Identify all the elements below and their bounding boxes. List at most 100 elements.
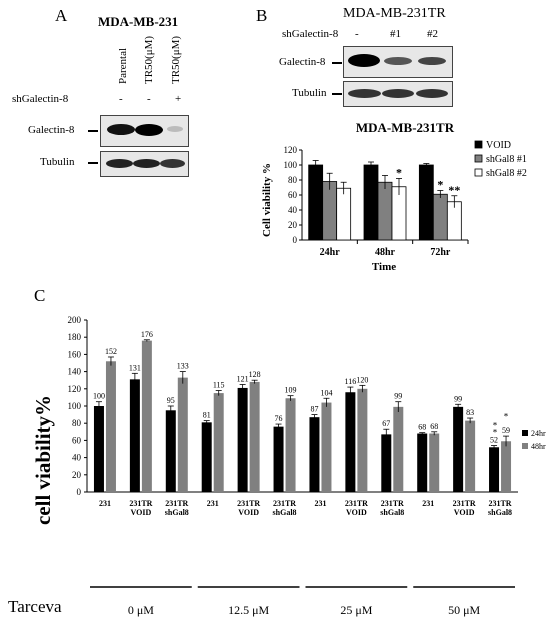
y-tick-label: 20 bbox=[288, 220, 298, 230]
legend-label: shGal8 #2 bbox=[486, 168, 527, 179]
y-tick-label: 100 bbox=[68, 401, 82, 411]
x-tick-label: shGal8 bbox=[380, 508, 404, 517]
x-tick-label: 231TR bbox=[453, 499, 476, 508]
data-label: 67 bbox=[382, 419, 390, 428]
bar bbox=[308, 164, 324, 241]
bar bbox=[165, 410, 176, 492]
x-tick-label: shGal8 bbox=[165, 508, 189, 517]
bar bbox=[377, 181, 393, 241]
band bbox=[106, 159, 133, 168]
bar bbox=[129, 379, 140, 492]
panel-b-sh-mark-1: - bbox=[355, 28, 359, 40]
bar bbox=[322, 181, 338, 241]
y-tick-label: 180 bbox=[68, 332, 82, 342]
x-tick-label: 231TR bbox=[488, 499, 511, 508]
panel-a-sh-mark-3: + bbox=[175, 93, 182, 105]
bar bbox=[465, 420, 476, 492]
panel-a-blot1-tick bbox=[88, 130, 98, 132]
x-tick-label: 231TR bbox=[345, 499, 368, 508]
panel-b-chart: MDA-MB-231TR Cell viability % Time 0 20 40… bbox=[261, 120, 527, 273]
significance-mark: * bbox=[504, 411, 509, 421]
x-tick-label: 231 bbox=[314, 499, 326, 508]
data-label: 133 bbox=[177, 362, 189, 371]
bar bbox=[93, 406, 104, 492]
bar bbox=[453, 406, 464, 492]
panel-a-blot1 bbox=[100, 115, 189, 147]
panel-a-blot2-label: Tubulin bbox=[40, 156, 75, 168]
x-tick-label: 231 bbox=[99, 499, 111, 508]
panel-b-chart-xlabel: Time bbox=[372, 261, 396, 273]
bar bbox=[417, 433, 428, 492]
legend-label: 48hr bbox=[531, 442, 546, 451]
bar bbox=[213, 393, 224, 492]
data-label: 100 bbox=[93, 392, 105, 401]
bar bbox=[363, 164, 379, 241]
panel-c-chart: cell viability% Tarceva 0204060801001201… bbox=[8, 315, 546, 617]
data-label: 176 bbox=[141, 330, 153, 339]
data-label: 109 bbox=[285, 386, 297, 395]
x-tick-label: 231TR bbox=[273, 499, 296, 508]
significance-mark: ** bbox=[448, 183, 460, 197]
band bbox=[133, 159, 160, 168]
legend-swatch bbox=[474, 140, 483, 149]
panel-b-cell-line: MDA-MB-231TR bbox=[343, 6, 446, 21]
band bbox=[167, 126, 183, 132]
panel-c-letter: C bbox=[34, 286, 46, 305]
panel-a-sh-mark-2: - bbox=[147, 93, 151, 105]
x-tick-label: 231 bbox=[207, 499, 219, 508]
significance-mark: * bbox=[396, 166, 402, 180]
panel-b-chart-ylabel: Cell viability % bbox=[261, 163, 273, 237]
band bbox=[348, 89, 381, 98]
band bbox=[382, 89, 414, 98]
x-tick-label: 231TR bbox=[237, 499, 260, 508]
panel-a-cell-line: MDA-MB-231 bbox=[98, 14, 179, 29]
bar bbox=[501, 441, 512, 492]
y-tick-label: 160 bbox=[68, 349, 82, 359]
panel-a-blot1-label: Galectin-8 bbox=[28, 124, 75, 136]
band bbox=[416, 89, 448, 98]
significance-mark: * bbox=[437, 178, 443, 192]
panel-b-blot1-label: Galectin-8 bbox=[279, 56, 326, 68]
data-label: 87 bbox=[310, 405, 318, 414]
panel-b-chart-title: MDA-MB-231TR bbox=[356, 120, 455, 135]
group-label: 25 μM bbox=[340, 603, 372, 617]
bar bbox=[105, 361, 116, 492]
panel-a-letter: A bbox=[55, 6, 68, 25]
x-tick-label: 231 bbox=[422, 499, 434, 508]
x-tick-label: 72hr bbox=[430, 247, 451, 258]
y-tick-label: 80 bbox=[72, 418, 82, 428]
panel-a-lane-3: TR50(μM) bbox=[170, 35, 182, 84]
y-tick-label: 60 bbox=[288, 190, 298, 200]
group-label: 50 μM bbox=[448, 603, 480, 617]
x-tick-label: VOID bbox=[238, 508, 259, 517]
panel-a-blot2 bbox=[100, 151, 189, 177]
panel-b-sh-label: shGalectin-8 bbox=[282, 28, 339, 40]
group-label: 0 μM bbox=[128, 603, 154, 617]
bar bbox=[336, 187, 352, 241]
data-label: 128 bbox=[249, 370, 261, 379]
y-tick-label: 120 bbox=[284, 145, 298, 155]
bar bbox=[345, 392, 356, 492]
y-tick-label: 40 bbox=[72, 453, 82, 463]
bar bbox=[237, 387, 248, 492]
significance-mark: * bbox=[493, 420, 498, 430]
y-tick-label: 100 bbox=[284, 160, 298, 170]
bar bbox=[309, 417, 320, 492]
bar bbox=[393, 406, 404, 492]
bar bbox=[285, 398, 296, 492]
bar bbox=[273, 426, 284, 492]
panel-b-blot2-tick bbox=[332, 93, 342, 95]
legend-swatch bbox=[522, 430, 528, 436]
panel-b-sh-mark-3: #2 bbox=[427, 28, 438, 40]
data-label: 68 bbox=[430, 422, 438, 431]
y-tick-label: 40 bbox=[288, 205, 298, 215]
panel-a-lane-2: TR50(μM) bbox=[143, 35, 155, 84]
panel-a-sh-label: shGalectin-8 bbox=[12, 93, 69, 105]
x-tick-label: 231TR bbox=[129, 499, 152, 508]
panel-b-blot2 bbox=[343, 81, 453, 107]
band bbox=[160, 159, 185, 168]
data-label: 95 bbox=[167, 396, 175, 405]
x-tick-label: shGal8 bbox=[273, 508, 297, 517]
panel-c-tarceva-label: Tarceva bbox=[8, 597, 62, 616]
data-label: 83 bbox=[466, 408, 474, 417]
